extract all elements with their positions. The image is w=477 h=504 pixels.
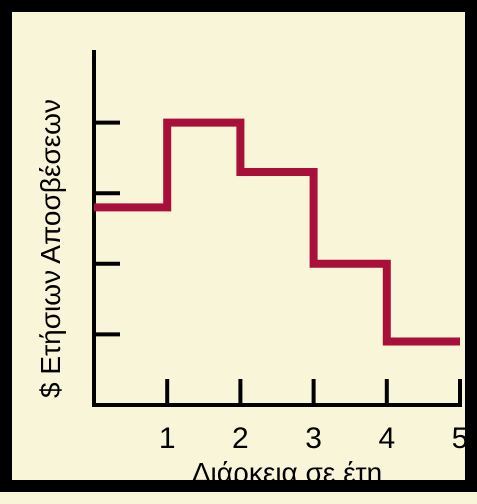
x-tick-label-4: 4 <box>378 422 395 455</box>
chart-frame: 1 2 3 4 5 Διάρκεια σε έτη $ Ετήσιων Αποσβέσεων <box>0 0 477 492</box>
step-chart: 1 2 3 4 5 Διάρκεια σε έτη $ Ετήσιων Αποσβέσεων <box>35 50 469 488</box>
x-tick-label-5: 5 <box>452 422 469 455</box>
x-tick-label-2: 2 <box>232 422 249 455</box>
x-tick-label-3: 3 <box>305 422 322 455</box>
x-axis-label: Διάρκεια σε έτη <box>192 457 382 488</box>
y-axis-label: $ Ετήσιων Αποσβέσεων <box>35 99 66 398</box>
x-tick-label-1: 1 <box>159 422 176 455</box>
series-1-line <box>94 118 460 346</box>
